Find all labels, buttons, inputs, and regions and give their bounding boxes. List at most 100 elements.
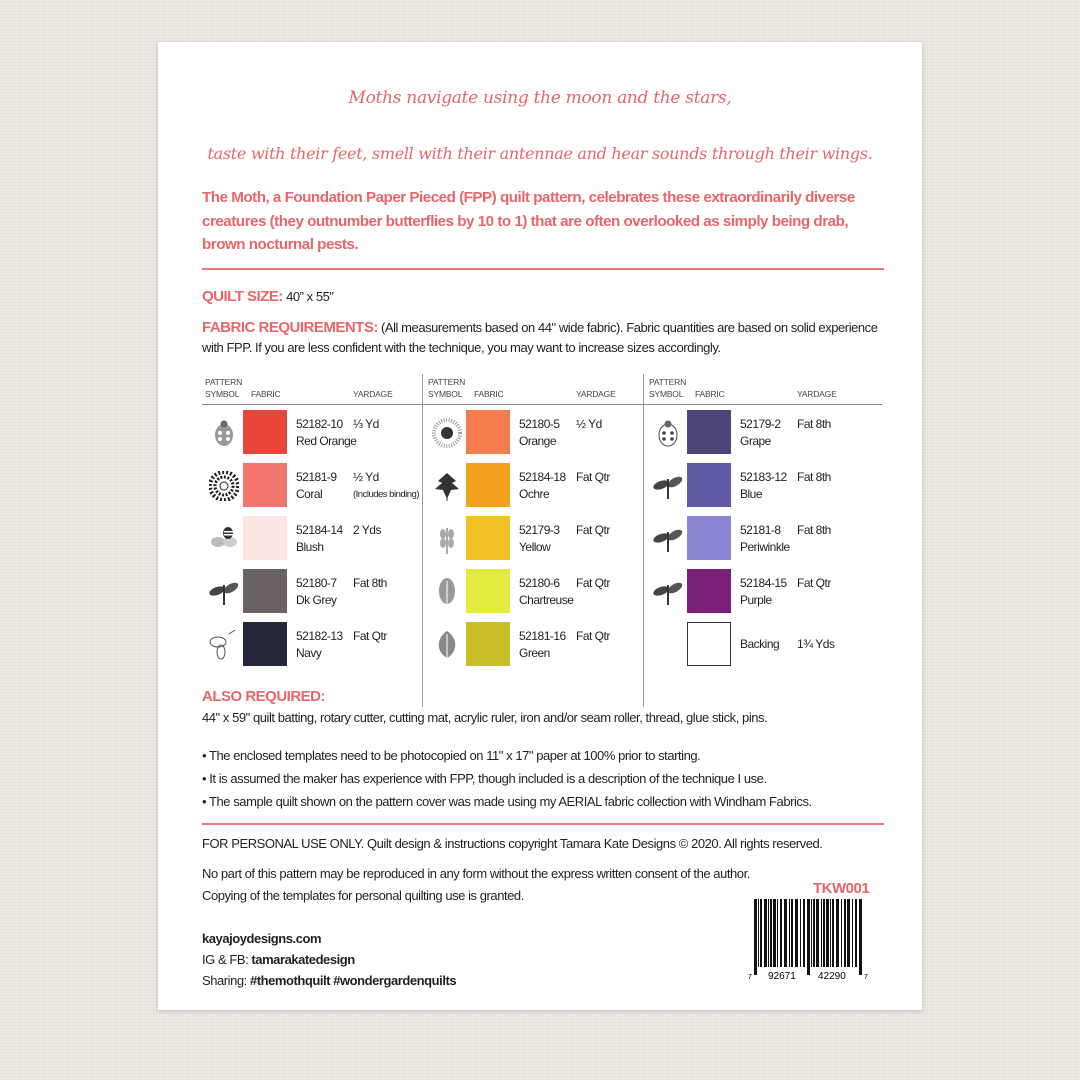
contact-info: kayajoydesigns.com IG & FB: tamarakatede… [202, 928, 457, 991]
fabric-column: PATTERN SYMBOL FABRIC YARDAGE 52179-2 Grap… [643, 374, 864, 707]
flower-icon [209, 471, 239, 501]
fabric-code: 52181-9 [296, 470, 337, 484]
ladybug-icon [215, 420, 233, 446]
dragonfly-icon [653, 582, 683, 605]
barcode-bar [784, 899, 787, 967]
fabric-name: Periwinkle [740, 540, 790, 554]
fabric-swatch [243, 410, 287, 454]
fabric-name: Navy [296, 646, 322, 660]
header-pattern-symbol: PATTERN SYMBOL [205, 377, 243, 399]
fabric-swatch [687, 516, 731, 560]
fabric-row: 52184-14 Blush 2 Yds [205, 516, 425, 562]
fabric-yardage: Fat 8th [353, 576, 387, 590]
fabric-row: 52180-6 Chartreuse Fat Qtr [428, 569, 648, 615]
fabric-code: 52179-3 [519, 523, 560, 537]
fabric-column: PATTERN SYMBOL FABRIC YARDAGE 52180-5 Oran… [422, 374, 643, 707]
barcode-bar [832, 899, 834, 967]
fabric-row: 52181-9 Coral ½ Yd (Includes binding) [205, 463, 425, 509]
leaf-icon [435, 473, 459, 501]
note-item: • It is assumed the maker has experience… [202, 771, 767, 786]
fabric-name: Ochre [519, 487, 550, 501]
fabric-yardage: Fat Qtr [576, 523, 610, 537]
quilt-size-value: 40” x 55” [286, 289, 334, 304]
fabric-name: Backing [740, 637, 780, 651]
barcode-bar [795, 899, 798, 967]
fabric-yardage: ½ Yd [576, 417, 602, 431]
also-required-text: 44" x 59" quilt batting, rotary cutter, … [202, 710, 768, 725]
fabric-swatch [687, 622, 731, 666]
barcode-bar [754, 899, 757, 975]
header-yardage: YARDAGE [576, 389, 616, 399]
barcode-bar [789, 899, 790, 967]
fabric-code: 52182-13 [296, 629, 343, 643]
fabric-swatch [466, 622, 510, 666]
barcode-bar [852, 899, 853, 967]
yardage-note: (Includes binding) [353, 489, 420, 500]
fabric-info: 52181-16 Green [519, 628, 566, 662]
fabric-info: 52181-8 Periwinkle [740, 522, 790, 556]
fabric-info: 52184-15 Purple [740, 575, 787, 609]
fabric-info: 52180-6 Chartreuse [519, 575, 574, 609]
fabric-swatch [243, 516, 287, 560]
fabric-row: 52182-10 Red Orange ⅓ Yd [205, 410, 425, 456]
fabric-requirements-label: FABRIC REQUIREMENTS: [202, 319, 378, 336]
barcode-digits: 7 [864, 974, 868, 981]
barcode-digits: 42290 [818, 971, 846, 981]
fabric-swatch [687, 410, 731, 454]
fabric-row: 52181-8 Periwinkle Fat 8th [649, 516, 869, 562]
fabric-column: PATTERN SYMBOL FABRIC YARDAGE 52182-10 Red… [205, 374, 425, 707]
fabric-name: Grape [740, 434, 771, 448]
fabric-swatch [687, 463, 731, 507]
also-required-label: ALSO REQUIRED: [202, 688, 326, 705]
fabric-yardage: 2 Yds [353, 523, 381, 537]
quilt-size-label: QUILT SIZE: [202, 288, 283, 305]
website-link[interactable]: kayajoydesigns.com [202, 931, 322, 946]
fabric-info: 52181-9 Coral [296, 469, 337, 503]
note-item: • The sample quilt shown on the pattern … [202, 794, 812, 809]
fabric-swatch [243, 622, 287, 666]
header-yardage: YARDAGE [353, 389, 393, 399]
note-item: • The enclosed templates need to be phot… [202, 748, 701, 763]
header-fabric: FABRIC [251, 389, 281, 399]
barcode-bar [758, 899, 759, 967]
quote-line-2: taste with their feet, smell with their … [207, 144, 873, 163]
fabric-swatch [466, 569, 510, 613]
fabric-row: 52181-16 Green Fat Qtr [428, 622, 648, 668]
sprig-icon [440, 528, 454, 554]
barcode-bar [844, 899, 846, 967]
dragonfly-icon [209, 582, 239, 605]
reproduction-notice: No part of this pattern may be reproduce… [202, 866, 750, 881]
fabric-yardage: Fat Qtr [576, 629, 610, 643]
fabric-code: 52179-2 [740, 417, 781, 431]
fabric-swatch [243, 569, 287, 613]
dragonfly-icon [653, 476, 683, 499]
ig-handle[interactable]: tamarakatedesign [251, 952, 355, 967]
fabric-info: 52182-13 Navy [296, 628, 343, 662]
fabric-row: 52179-3 Yellow Fat Qtr [428, 516, 648, 562]
barcode-bar [768, 899, 769, 967]
fabric-info: 52180-5 Orange [519, 416, 560, 450]
fabric-code: 52180-7 [296, 576, 337, 590]
barcode: 7 92671 42290 7 [748, 899, 868, 981]
fabric-yardage: 1¾ Yds [797, 637, 835, 651]
fabric-code: 52184-14 [296, 523, 343, 537]
oak-leaf-icon [439, 578, 455, 607]
fabric-yardage: ½ Yd (Includes binding) [353, 469, 420, 503]
barcode-bar [826, 899, 829, 967]
fabric-requirements: FABRIC REQUIREMENTS: (All measurements b… [202, 318, 892, 358]
fabric-row: 52184-18 Ochre Fat Qtr [428, 463, 648, 509]
barcode-bar [841, 899, 842, 967]
fabric-info: 52182-10 Red Orange [296, 416, 357, 450]
fabric-row: 52182-13 Navy Fat Qtr [205, 622, 425, 668]
header-yardage: YARDAGE [797, 389, 837, 399]
fabric-code: 52182-10 [296, 417, 343, 431]
fabric-info: Backing [740, 628, 780, 653]
fabric-yardage: Fat Qtr [353, 629, 387, 643]
header-pattern-symbol: PATTERN SYMBOL [649, 377, 687, 399]
barcode-digits: 92671 [768, 971, 796, 981]
barcode-bar [830, 899, 831, 967]
fabric-row: 52180-5 Orange ½ Yd [428, 410, 648, 456]
notes-list: • The enclosed templates need to be phot… [202, 744, 812, 813]
fabric-code: 52181-8 [740, 523, 781, 537]
sku-code: TKW001 [813, 880, 870, 897]
